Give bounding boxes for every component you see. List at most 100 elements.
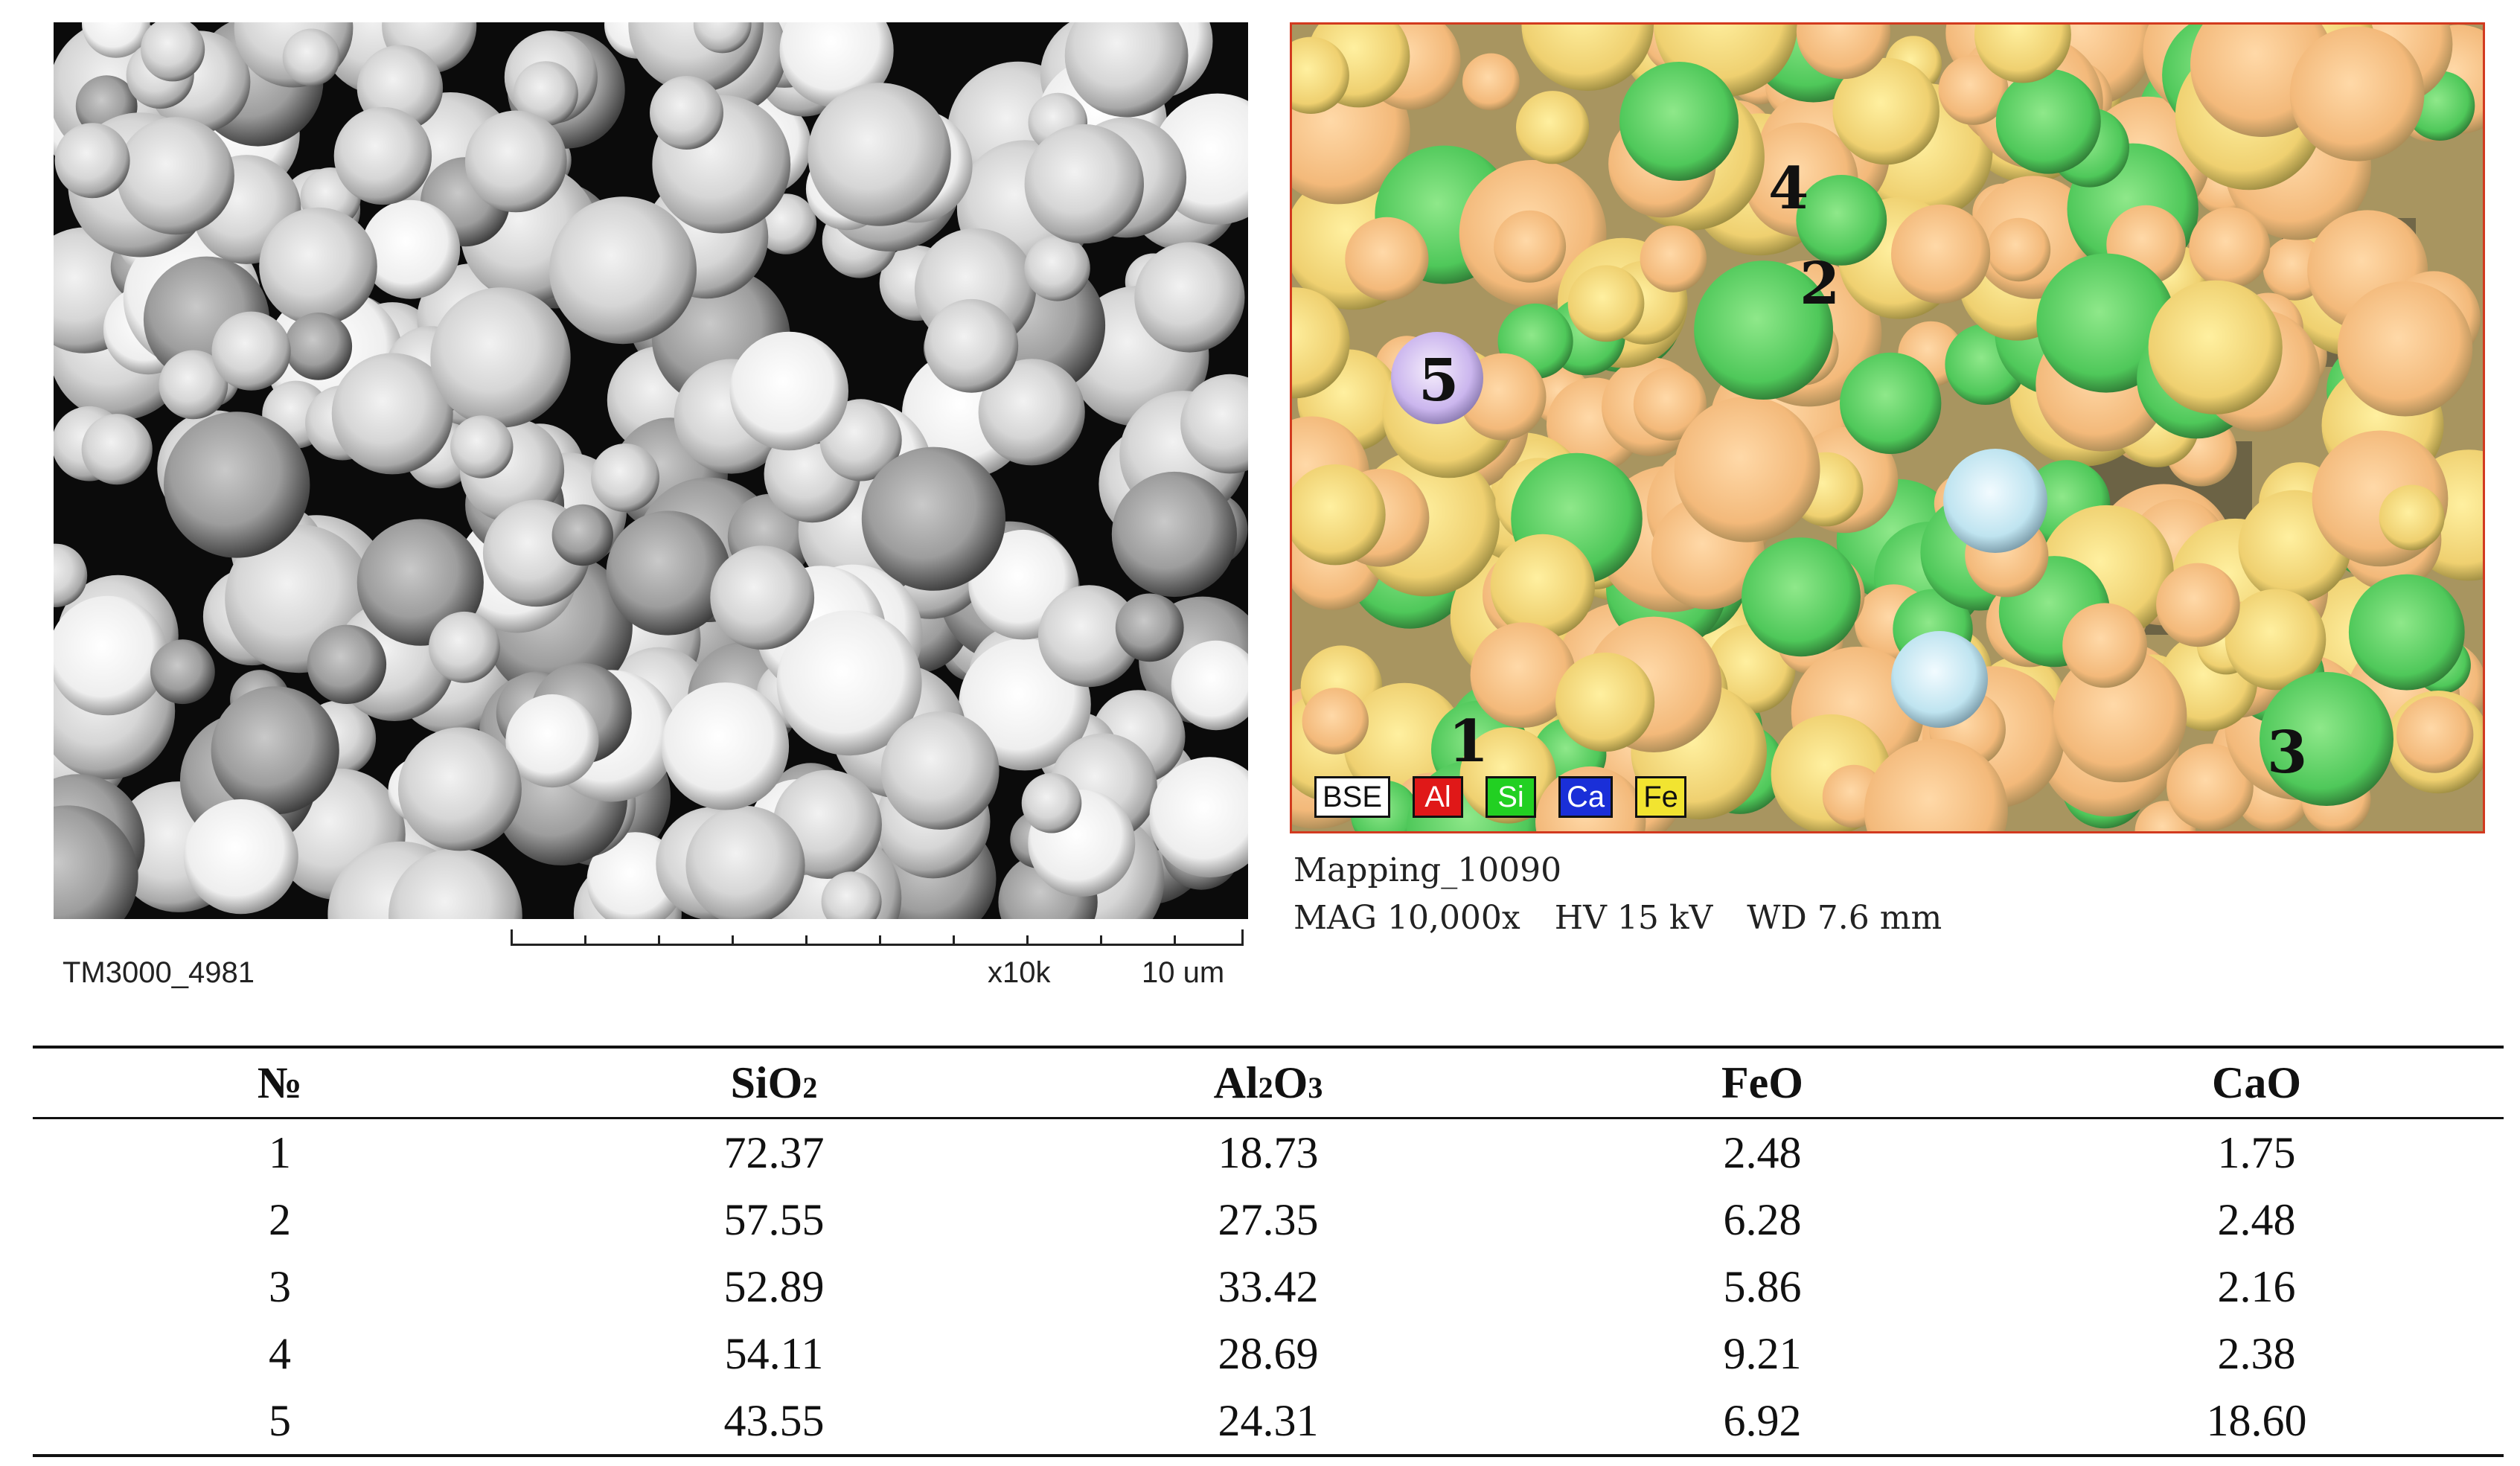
cell-al2o3: 24.31 bbox=[1021, 1387, 1515, 1457]
particle bbox=[1891, 631, 1988, 728]
col-header-sio2: SiO2 bbox=[527, 1046, 1021, 1119]
particle bbox=[978, 359, 1085, 466]
cell-feo: 2.48 bbox=[1723, 1127, 1802, 1177]
particle bbox=[661, 682, 790, 810]
particle bbox=[1024, 235, 1090, 301]
legend-ca: Ca bbox=[1558, 776, 1614, 818]
particle bbox=[591, 444, 659, 512]
point-label-5: 5 bbox=[1419, 347, 1459, 414]
cell-no: 5 bbox=[33, 1387, 527, 1457]
particle bbox=[1864, 738, 2008, 831]
legend-si: Si bbox=[1486, 776, 1537, 818]
legend-bse: BSE bbox=[1314, 776, 1391, 818]
particle bbox=[1840, 352, 1942, 455]
sem-particles-image bbox=[54, 22, 1248, 919]
particle bbox=[1986, 217, 2051, 282]
particle bbox=[2156, 563, 2240, 647]
particle bbox=[1796, 25, 1890, 80]
particle bbox=[861, 446, 1005, 591]
particle bbox=[821, 871, 882, 919]
point-label-2: 2 bbox=[1800, 250, 1841, 318]
particle bbox=[685, 805, 805, 919]
cell-no: 2 bbox=[269, 1194, 291, 1244]
particle bbox=[54, 805, 138, 919]
cell-feo: 5.86 bbox=[1723, 1261, 1802, 1311]
particle bbox=[464, 110, 567, 213]
particle bbox=[397, 727, 522, 851]
particle bbox=[2337, 281, 2473, 417]
particle bbox=[333, 106, 432, 205]
table-row: 3 52.89 33.42 5.86 2.16 bbox=[33, 1253, 2504, 1320]
particle bbox=[1292, 287, 1350, 399]
table-row: 1 72.37 18.73 2.48 1.75 bbox=[33, 1118, 2504, 1187]
scale-bar-label: 10 um bbox=[1142, 956, 1225, 989]
particle bbox=[82, 22, 150, 58]
particle bbox=[551, 504, 613, 566]
particle bbox=[331, 353, 453, 475]
particle bbox=[1037, 585, 1140, 688]
particle bbox=[1640, 225, 1707, 292]
particle bbox=[430, 287, 571, 428]
particle bbox=[1292, 464, 1386, 566]
composition-table: № SiO2 Al2O3 FeO CaO 1 72.37 18.73 2.48 … bbox=[33, 1046, 2504, 1457]
particle bbox=[54, 543, 88, 607]
table-row: 2 57.55 27.35 6.28 2.48 bbox=[33, 1186, 2504, 1253]
cell-al2o3: 27.35 bbox=[1218, 1194, 1319, 1244]
particle bbox=[2260, 672, 2393, 806]
particle bbox=[1292, 36, 1349, 114]
particle bbox=[282, 28, 340, 86]
particle bbox=[183, 799, 298, 915]
eds-caption: Mapping_10090 MAG 10,000x HV 15 kV WD 7.6 … bbox=[1293, 847, 1976, 942]
particle bbox=[776, 610, 922, 756]
sem-magnification: x10k bbox=[988, 956, 1051, 989]
particle bbox=[150, 639, 215, 705]
particle bbox=[211, 311, 291, 391]
col-header-al2o3: Al2O3 bbox=[1021, 1046, 1515, 1119]
particle bbox=[1149, 757, 1248, 878]
particle bbox=[81, 414, 153, 485]
particle bbox=[880, 711, 1000, 830]
particle bbox=[259, 207, 377, 326]
cell-cao: 2.16 bbox=[2217, 1261, 2296, 1311]
particle bbox=[141, 22, 205, 82]
particle bbox=[284, 313, 353, 380]
cell-sio2: 72.37 bbox=[723, 1127, 825, 1177]
particle bbox=[1111, 471, 1237, 598]
particle bbox=[1891, 204, 1991, 304]
particle bbox=[2348, 574, 2465, 691]
particle bbox=[693, 22, 752, 54]
cell-cao: 18.60 bbox=[2009, 1387, 2504, 1457]
particle bbox=[2166, 743, 2254, 830]
particle bbox=[1567, 265, 1645, 342]
particle bbox=[1171, 640, 1248, 731]
particle bbox=[1064, 22, 1189, 118]
particle bbox=[1555, 652, 1655, 752]
legend-al: Al bbox=[1413, 776, 1464, 818]
particle bbox=[1796, 175, 1887, 266]
legend-fe: Fe bbox=[1635, 776, 1686, 818]
particle bbox=[1742, 537, 1861, 657]
col-header-cao: CaO bbox=[2009, 1046, 2504, 1119]
sem-image-id: TM3000_4981 bbox=[63, 956, 255, 989]
particle bbox=[606, 510, 731, 636]
col-header-no: № bbox=[33, 1046, 527, 1119]
particle bbox=[549, 196, 697, 345]
particle bbox=[1995, 68, 2101, 174]
particle bbox=[2225, 589, 2326, 691]
cell-no: 3 bbox=[269, 1261, 291, 1311]
particle bbox=[450, 415, 514, 478]
particle bbox=[1516, 91, 1590, 164]
particle bbox=[54, 595, 168, 716]
particle bbox=[1462, 53, 1520, 111]
particle bbox=[513, 61, 578, 127]
particle bbox=[164, 412, 310, 558]
particle bbox=[1943, 449, 2047, 553]
particle bbox=[388, 848, 522, 919]
particle bbox=[2396, 696, 2474, 773]
cell-cao: 2.48 bbox=[2217, 1194, 2296, 1244]
point-label-1: 1 bbox=[1448, 708, 1489, 775]
particle bbox=[1521, 25, 1654, 92]
point-label-3: 3 bbox=[2267, 719, 2308, 787]
cell-no: 4 bbox=[269, 1328, 291, 1378]
particle bbox=[1674, 396, 1820, 542]
